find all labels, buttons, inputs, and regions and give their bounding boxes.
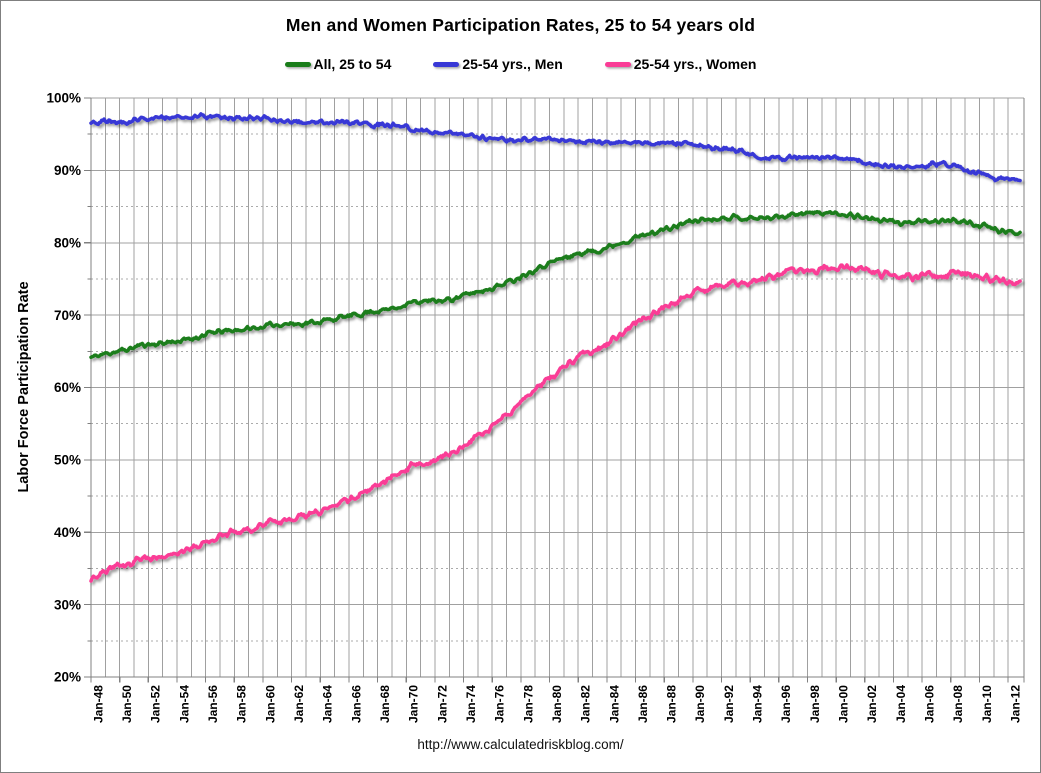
x-tick-label: Jan-52 xyxy=(149,685,163,723)
x-tick-label: Jan-70 xyxy=(407,685,421,723)
x-tick-label: Jan-48 xyxy=(91,685,105,723)
x-tick-label: Jan-74 xyxy=(464,685,478,723)
x-tick-label: Jan-80 xyxy=(550,685,564,723)
x-tick-label: Jan-62 xyxy=(292,685,306,723)
legend-item-women: 25-54 yrs., Women xyxy=(604,56,757,72)
x-tick-label: Jan-54 xyxy=(177,685,191,723)
x-tick-label: Jan-66 xyxy=(349,685,363,723)
x-tick-label: Jan-82 xyxy=(579,685,593,723)
y-tick-label: 70% xyxy=(54,308,81,323)
x-tick-label: Jan-50 xyxy=(120,685,134,723)
x-tick-label: Jan-94 xyxy=(751,685,765,723)
y-tick-label: 90% xyxy=(54,163,81,178)
x-tick-label: Jan-12 xyxy=(1009,685,1023,723)
x-tick-label: Jan-58 xyxy=(235,685,249,723)
legend-swatch-all-icon xyxy=(284,61,311,67)
x-tick-label: Jan-60 xyxy=(263,685,277,723)
x-tick-label: Jan-84 xyxy=(607,685,621,723)
x-tick-label: Jan-00 xyxy=(837,685,851,723)
x-tick-label: Jan-96 xyxy=(779,685,793,723)
legend-label-men: 25-54 yrs., Men xyxy=(462,56,563,72)
x-tick-label: Jan-64 xyxy=(321,685,335,723)
series-line-women xyxy=(89,263,1022,583)
y-tick-label: 40% xyxy=(54,525,81,540)
legend-item-all: All, 25 to 54 xyxy=(284,56,392,72)
x-tick-label: Jan-02 xyxy=(865,685,879,723)
y-tick-label: 100% xyxy=(46,91,81,106)
chart-legend: All, 25 to 54 25-54 yrs., Men 25-54 yrs.… xyxy=(1,56,1040,72)
x-tick-label: Jan-92 xyxy=(722,685,736,723)
legend-item-men: 25-54 yrs., Men xyxy=(433,56,563,72)
x-tick-label: Jan-76 xyxy=(493,685,507,723)
x-tick-label: Jan-78 xyxy=(521,685,535,723)
legend-swatch-women-icon xyxy=(604,61,631,67)
x-tick-label: Jan-10 xyxy=(980,685,994,723)
x-tick-label: Jan-86 xyxy=(636,685,650,723)
y-tick-label: 80% xyxy=(54,235,81,250)
chart-title: Men and Women Participation Rates, 25 to… xyxy=(285,15,756,35)
x-tick-label: Jan-90 xyxy=(693,685,707,723)
x-tick-label: Jan-08 xyxy=(951,685,965,723)
series-line-men xyxy=(89,112,1022,183)
x-tick-label: Jan-72 xyxy=(435,685,449,723)
series-line-all xyxy=(89,209,1022,360)
source-url: http://www.calculatedriskblog.com/ xyxy=(417,737,624,752)
y-tick-label: 60% xyxy=(54,380,81,395)
legend-swatch-men-icon xyxy=(433,61,460,67)
y-tick-label: 50% xyxy=(54,453,81,468)
x-tick-label: Jan-88 xyxy=(665,685,679,723)
x-tick-label: Jan-56 xyxy=(206,685,220,723)
legend-label-women: 25-54 yrs., Women xyxy=(633,56,757,72)
y-tick-label: 20% xyxy=(54,670,81,685)
y-tick-label: 30% xyxy=(54,597,81,612)
x-tick-label: Jan-68 xyxy=(378,685,392,723)
legend-label-all: All, 25 to 54 xyxy=(313,56,392,72)
x-tick-label: Jan-04 xyxy=(894,685,908,723)
x-tick-label: Jan-98 xyxy=(808,685,822,723)
x-tick-label: Jan-06 xyxy=(923,685,937,723)
